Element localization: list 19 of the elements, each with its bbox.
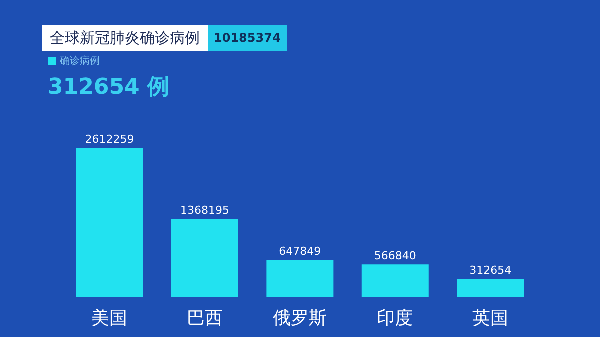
- bar: [171, 218, 238, 297]
- chart-title: 全球新冠肺炎确诊病例: [42, 25, 208, 51]
- text: 10185374: [208, 25, 287, 51]
- data-label: 1368195: [180, 204, 230, 217]
- legend-label: 确诊病例: [59, 54, 100, 68]
- x-tick-label: 印度: [377, 308, 414, 329]
- x-tick-label: 巴西: [186, 308, 223, 329]
- bar: [266, 260, 334, 297]
- bar: [457, 279, 524, 297]
- bar: [362, 264, 429, 297]
- x-tick-label: 英国: [472, 308, 508, 329]
- data-label: 2612259: [85, 133, 134, 146]
- text: 312654 例: [48, 74, 170, 102]
- data-label: 566840: [374, 250, 416, 263]
- bar: [76, 148, 144, 297]
- x-tick-label: 俄罗斯: [273, 308, 327, 329]
- data-label: 312654: [470, 264, 512, 278]
- data-label: 647849: [279, 245, 322, 258]
- x-tick-label: 美国: [92, 308, 128, 329]
